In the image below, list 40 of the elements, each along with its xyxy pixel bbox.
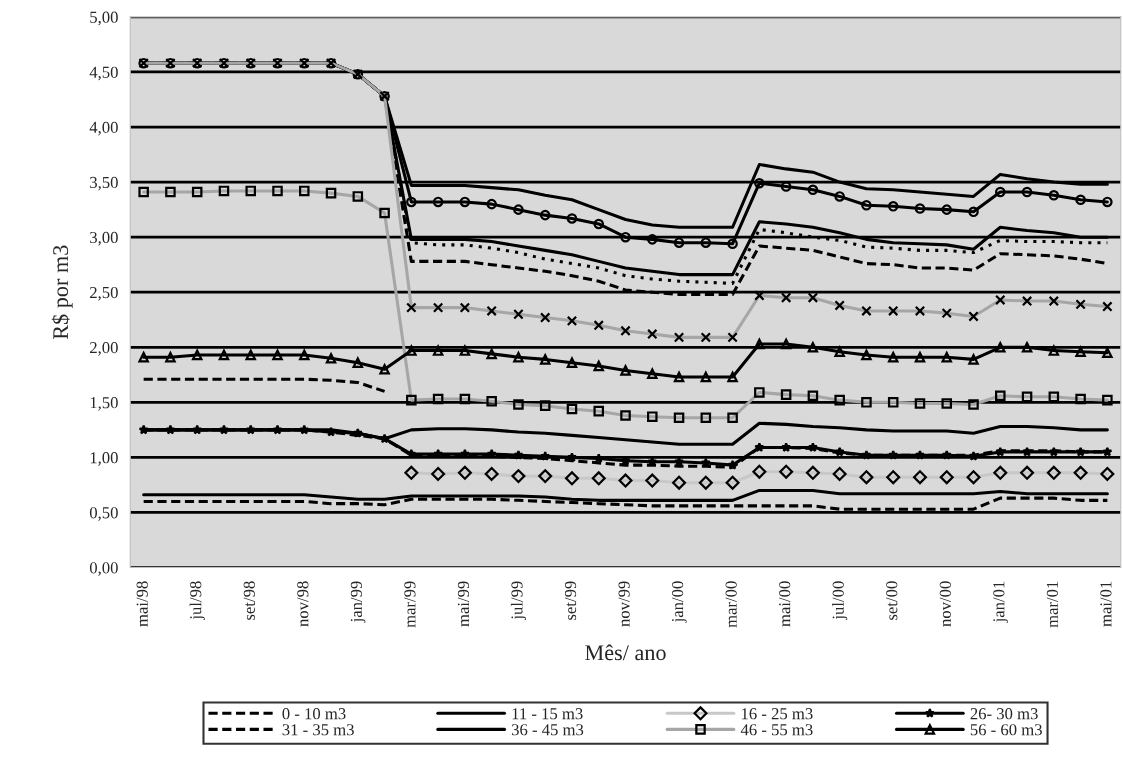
x-tick-label: set/98 (243, 581, 255, 620)
x-tick-label: jan/99 (350, 581, 366, 623)
x-tick-label: mai/01 (1100, 581, 1112, 627)
x-tick-label: jan/01 (993, 581, 1008, 623)
y-tick-label: 2,00 (90, 341, 118, 356)
x-tick-label: nov/98 (297, 581, 309, 627)
x-axis-title: Mês/ ano (585, 644, 666, 661)
x-tick-label: jul/98 (189, 581, 205, 621)
x-tick-label: mai/99 (457, 581, 470, 627)
legend-label: 16 - 25 m3 (741, 708, 813, 720)
x-tick-label: jul/00 (832, 581, 848, 621)
x-tick-label: mar/99 (404, 581, 416, 628)
y-tick-label: 4,00 (89, 121, 118, 136)
legend-label: 26- 30 m3 (970, 708, 1038, 720)
y-tick-label: 2,50 (90, 286, 118, 301)
x-tick-label: mai/00 (779, 581, 791, 627)
legend-label: 46 - 55 m3 (740, 724, 813, 736)
x-tick-label: mar/00 (725, 581, 737, 628)
legend-label: 0 - 10 m3 (282, 708, 346, 720)
x-tick-label: nov/00 (939, 581, 951, 627)
x-tick-label: jan/00 (671, 581, 687, 623)
y-tick-label: 3,50 (90, 176, 118, 191)
x-tick-label: set/00 (886, 581, 898, 620)
y-axis-title: R$ por m3 (51, 245, 73, 340)
y-tick-label: 5,00 (90, 11, 118, 26)
y-tick-label: 3,00 (90, 231, 118, 246)
x-tick-label: set/99 (564, 581, 577, 620)
y-tick-label: 4,50 (89, 66, 118, 81)
x-tick-label: mai/98 (136, 581, 148, 627)
y-tick-label: 1,50 (90, 397, 118, 411)
y-tick-label: 0,50 (89, 507, 118, 521)
legend-label: 56 - 60 m3 (970, 724, 1042, 736)
x-tick-label: nov/99 (618, 581, 630, 627)
legend-label: 31 - 35 m3 (282, 724, 354, 736)
legend-label: 11 - 15 m3 (512, 708, 583, 720)
y-tick-label: 1,00 (90, 452, 118, 466)
y-tick-label: 0,00 (89, 562, 118, 576)
x-tick-label: mar/01 (1046, 581, 1058, 628)
x-tick-label: jul/99 (510, 581, 526, 621)
legend-label: 36 - 45 m3 (511, 724, 584, 736)
